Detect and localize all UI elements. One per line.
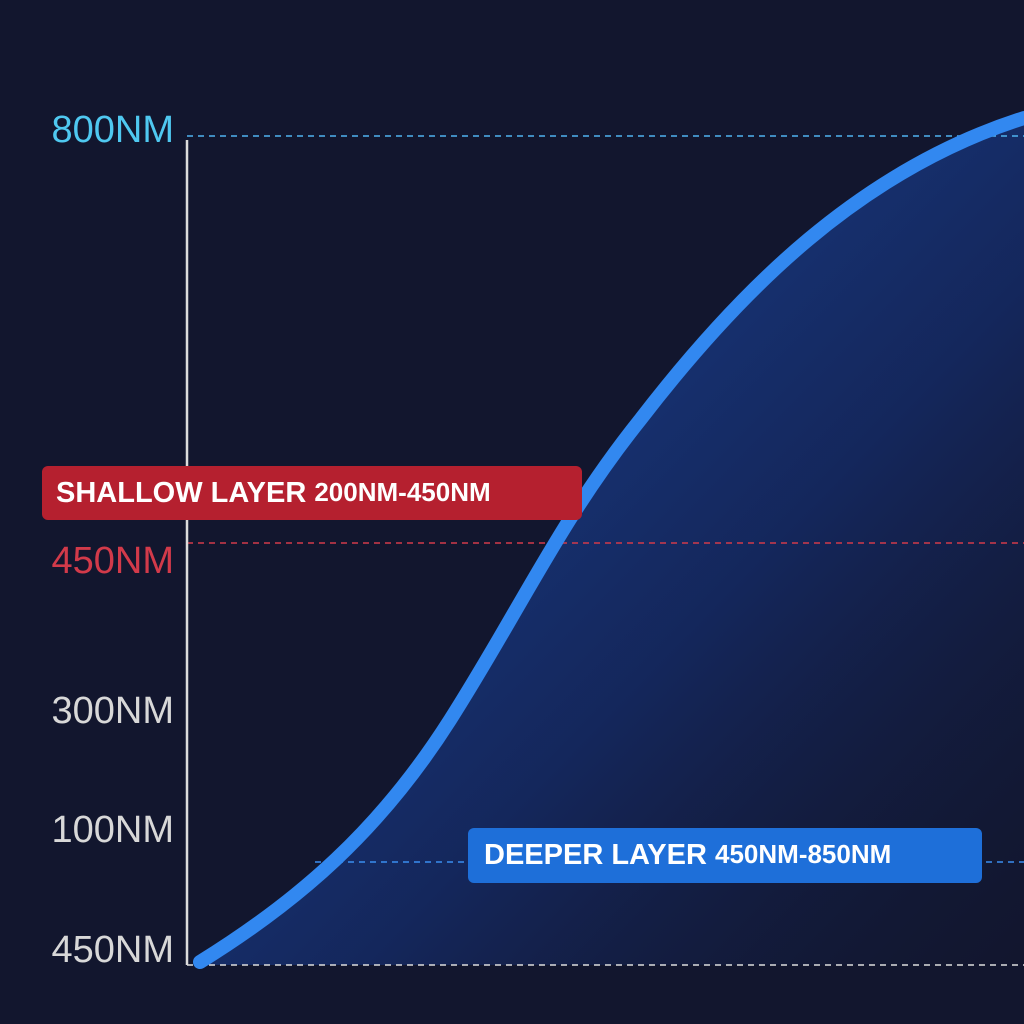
- curve-area: [200, 118, 1024, 965]
- badge-text: SHALLOW LAYER 200NM-450NM: [56, 477, 491, 509]
- curve: [193, 111, 1024, 969]
- deeper-badge: [468, 828, 982, 883]
- axis-label: 300NM: [52, 690, 175, 732]
- axis-label: 100NM: [52, 809, 175, 851]
- badge-range: 200NM-450NM: [314, 477, 490, 507]
- axis-label: 450NM: [52, 929, 175, 971]
- axis-label: 450NM: [52, 540, 175, 582]
- badge-text: DEEPER LAYER 450NM-850NM: [484, 839, 891, 871]
- badge-title: SHALLOW LAYER: [56, 477, 306, 509]
- shallow-badge: [42, 466, 582, 520]
- badge-title: DEEPER LAYER: [484, 839, 707, 871]
- axis-label: 800NM: [52, 109, 175, 151]
- badge-range: 450NM-850NM: [715, 839, 891, 869]
